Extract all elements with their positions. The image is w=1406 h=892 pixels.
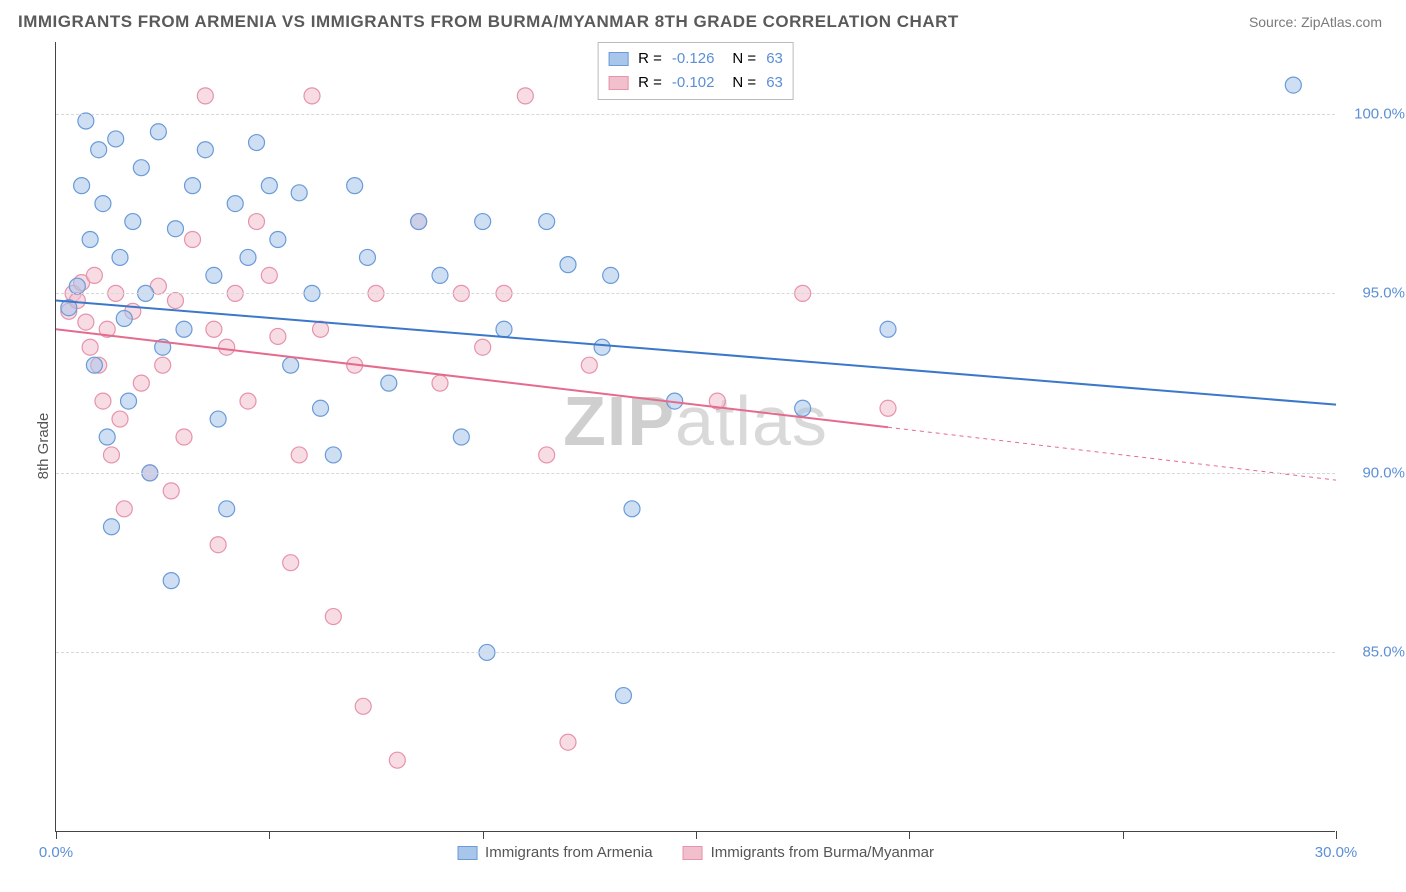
ytick-label: 95.0% [1345, 285, 1405, 302]
swatch-burma-icon [683, 846, 703, 860]
source-attribution: Source: ZipAtlas.com [1249, 14, 1382, 30]
swatch-armenia-icon [457, 846, 477, 860]
y-axis-label: 8th Grade [35, 413, 52, 480]
legend-item-armenia: Immigrants from Armenia [457, 844, 653, 861]
series-legend: Immigrants from Armenia Immigrants from … [457, 844, 934, 861]
xtick-label: 0.0% [39, 844, 73, 861]
ytick-label: 90.0% [1345, 464, 1405, 481]
ytick-label: 85.0% [1345, 644, 1405, 661]
legend-item-burma: Immigrants from Burma/Myanmar [683, 844, 934, 861]
ytick-label: 100.0% [1345, 105, 1405, 122]
scatter-svg [56, 42, 1335, 831]
plot-area: ZIPatlas R = -0.126 N = 63 R = -0.102 N … [55, 42, 1335, 832]
xtick-label: 30.0% [1315, 844, 1358, 861]
chart-title: IMMIGRANTS FROM ARMENIA VS IMMIGRANTS FR… [18, 12, 959, 32]
